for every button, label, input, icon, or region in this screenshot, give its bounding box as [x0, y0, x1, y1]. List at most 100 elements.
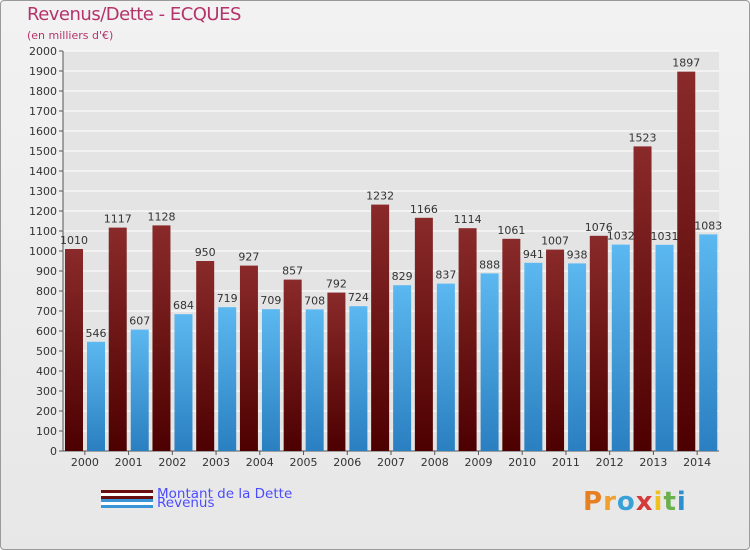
bar-revenue	[480, 273, 499, 451]
data-label-debt: 1232	[366, 190, 394, 203]
x-tick-label: 2011	[552, 456, 580, 469]
data-label-revenue: 941	[523, 248, 544, 261]
data-label-revenue: 709	[260, 294, 281, 307]
data-label-debt: 1010	[60, 234, 88, 247]
data-label-debt: 857	[282, 265, 303, 278]
y-tick-label: 0	[50, 445, 57, 458]
bar-debt	[283, 279, 302, 451]
data-label-debt: 1076	[585, 221, 613, 234]
y-tick-label: 700	[36, 305, 57, 318]
data-label-debt: 1128	[147, 210, 175, 223]
bar-revenue	[130, 329, 149, 451]
bar-debt	[65, 249, 83, 451]
bar-revenue	[524, 262, 543, 451]
y-tick-label: 500	[36, 345, 57, 358]
bar-revenue	[436, 283, 455, 451]
y-tick-label: 1800	[29, 85, 57, 98]
y-tick-label: 800	[36, 285, 57, 298]
x-tick-label: 2014	[683, 456, 711, 469]
y-tick-label: 1500	[29, 145, 57, 158]
bar-revenue	[393, 285, 412, 451]
chart-subtitle: (en milliers d'€)	[27, 29, 114, 42]
data-label-revenue: 888	[479, 258, 500, 271]
logo-letter: r	[603, 487, 617, 517]
data-label-debt: 1007	[541, 235, 569, 248]
data-label-revenue: 837	[435, 269, 456, 282]
bar-debt	[414, 217, 433, 451]
data-label-revenue: 938	[567, 248, 588, 261]
x-tick-label: 2001	[115, 456, 143, 469]
y-tick-label: 200	[36, 405, 57, 418]
bar-debt	[108, 227, 127, 451]
data-label-debt: 1117	[104, 213, 132, 226]
bar-debt	[196, 261, 215, 451]
logo-letter: i	[653, 487, 664, 517]
bar-debt	[546, 249, 565, 451]
data-label-debt: 950	[195, 246, 216, 259]
bar-revenue	[655, 244, 674, 451]
chart-title: Revenus/Dette - ECQUES	[27, 4, 241, 25]
x-tick-label: 2004	[246, 456, 274, 469]
x-tick-label: 2002	[158, 456, 186, 469]
bar-revenue	[611, 244, 630, 451]
y-tick-label: 1000	[29, 245, 57, 258]
y-tick-label: 1900	[29, 65, 57, 78]
data-label-revenue: 1083	[694, 219, 722, 232]
logo-letter: o	[616, 487, 636, 517]
bar-debt	[371, 204, 390, 451]
y-tick-label: 1400	[29, 165, 57, 178]
x-tick-label: 2012	[596, 456, 624, 469]
legend-swatch-revenue	[101, 499, 153, 508]
bar-debt	[327, 292, 346, 451]
legend-label-debt: Montant de la Dette	[157, 486, 293, 502]
y-tick-label: 400	[36, 365, 57, 378]
bar-debt	[589, 235, 608, 451]
y-tick-label: 300	[36, 385, 57, 398]
y-tick-label: 1300	[29, 185, 57, 198]
bar-revenue	[699, 234, 718, 451]
bar-debt	[677, 71, 696, 451]
bar-revenue	[218, 307, 237, 451]
bar-revenue	[87, 341, 105, 451]
legend-swatch-debt	[101, 490, 153, 499]
logo-letter: P	[583, 487, 604, 517]
x-tick-label: 2013	[639, 456, 667, 469]
logo-letter: i	[676, 487, 687, 517]
data-label-debt: 1166	[410, 203, 438, 216]
data-label-revenue: 1031	[651, 230, 679, 243]
bar-revenue	[349, 306, 368, 451]
bar-debt	[633, 146, 652, 451]
data-label-debt: 1061	[497, 224, 525, 237]
logo-letter: x	[635, 487, 654, 517]
bar-debt	[502, 238, 521, 451]
data-label-revenue: 829	[392, 270, 413, 283]
bar-revenue	[305, 309, 324, 451]
y-tick-label: 2000	[29, 45, 57, 58]
y-tick-label: 100	[36, 425, 57, 438]
y-tick-label: 1700	[29, 105, 57, 118]
legend-label-revenue: Revenus	[157, 495, 215, 511]
bar-revenue	[174, 314, 193, 451]
data-label-revenue: 708	[304, 294, 325, 307]
bar-revenue	[261, 309, 280, 451]
data-label-debt: 1523	[629, 131, 657, 144]
y-tick-label: 1600	[29, 125, 57, 138]
data-label-revenue: 546	[86, 327, 107, 340]
logo-letter: t	[663, 487, 677, 517]
data-label-debt: 1897	[672, 57, 700, 70]
data-label-revenue: 607	[129, 315, 150, 328]
data-label-revenue: 719	[217, 292, 238, 305]
x-tick-label: 2006	[333, 456, 361, 469]
x-tick-label: 2008	[421, 456, 449, 469]
bar-debt	[239, 265, 258, 451]
data-label-debt: 1114	[454, 213, 482, 226]
bar-revenue	[568, 263, 587, 451]
data-label-debt: 927	[238, 251, 259, 264]
proxiti-logo: Proxiti	[583, 487, 687, 517]
y-tick-label: 900	[36, 265, 57, 278]
y-tick-label: 1200	[29, 205, 57, 218]
x-tick-label: 2009	[464, 456, 492, 469]
bar-debt	[458, 228, 477, 451]
